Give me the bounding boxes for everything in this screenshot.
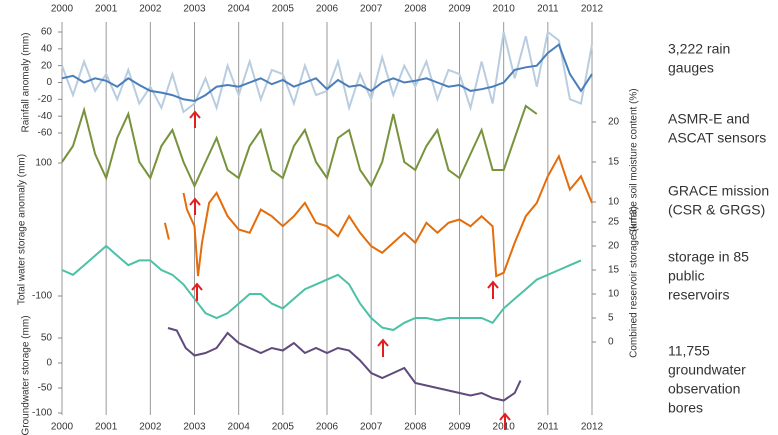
y-tick-label: 100	[35, 158, 52, 169]
x-tick-label: 2005	[272, 422, 295, 433]
line	[167, 327, 522, 402]
y-tick-label: -60	[38, 128, 53, 139]
y-tick-label: 0	[46, 358, 52, 369]
x-tick-label: 2012	[581, 422, 604, 433]
y-tick-label: -40	[38, 111, 53, 122]
x-tick-label: 2009	[448, 422, 471, 433]
annotation: observation	[668, 381, 740, 397]
arrow	[377, 338, 389, 357]
x-tick-label: 2003	[183, 4, 206, 15]
y-tick-label: 20	[608, 117, 620, 128]
y-tick-label: 5	[608, 313, 614, 324]
arrow	[189, 197, 201, 215]
x-tick-label: 2007	[360, 4, 383, 15]
annotation: gauges	[668, 60, 714, 76]
line	[61, 30, 593, 114]
annotation: ASMR-E and	[668, 111, 750, 127]
y-tick-label: 40	[41, 43, 53, 54]
y-tick-label: 50	[41, 333, 53, 344]
x-tick-label: 2003	[183, 422, 206, 433]
annotation: 3,222 rain	[668, 41, 730, 57]
arrows	[189, 110, 511, 430]
x-tick-label: 2004	[228, 4, 251, 15]
x-tick-label: 2012	[581, 4, 604, 15]
y-tick-label: 0	[608, 337, 614, 348]
x-tick-label: 2011	[537, 4, 559, 15]
annotation: 11,755	[668, 343, 710, 359]
x-tick-label: 2004	[228, 422, 251, 433]
x-tick-label: 2011	[537, 422, 559, 433]
line	[61, 244, 582, 332]
line	[61, 104, 538, 189]
x-tick-label: 2001	[95, 4, 118, 15]
line	[163, 153, 593, 278]
x-tick-label: 2006	[316, 422, 339, 433]
arrow	[191, 282, 203, 301]
y-tick-label: 20	[41, 60, 53, 71]
arrow	[499, 412, 511, 430]
y-axis-label: Combined reservoir storage (km3)	[629, 206, 640, 358]
y-tick-label: -50	[38, 383, 53, 394]
y-tick-label: 25	[608, 217, 620, 228]
annotation: public	[668, 268, 705, 284]
annotation: GRACE mission	[668, 183, 769, 199]
x-tick-label: 2000	[51, 4, 74, 15]
y-tick-label: 20	[608, 241, 620, 252]
y-tick-label: 60	[41, 27, 53, 38]
x-tick-label: 2009	[448, 4, 471, 15]
x-tick-label: 2005	[272, 4, 295, 15]
x-tick-label: 2010	[493, 422, 516, 433]
y-axis-label: Rainfall anomaly (mm)	[21, 32, 32, 132]
x-tick-label: 2008	[404, 422, 427, 433]
x-tick-label: 2001	[95, 422, 118, 433]
y-tick-label: 15	[608, 265, 620, 276]
annotation: groundwater	[668, 362, 746, 378]
y-tick-label: -100	[32, 408, 52, 419]
arrow	[487, 280, 499, 299]
y-tick-label: 10	[608, 197, 620, 208]
annotation: (CSR & GRGS)	[668, 202, 765, 218]
y-axis-label: Surface soil moisture content (%)	[629, 88, 640, 235]
annotation: storage in 85	[668, 249, 749, 265]
x-tick-label: 2008	[404, 4, 427, 15]
arrow	[189, 110, 201, 128]
x-tick-label: 2000	[51, 422, 74, 433]
y-axis-label: Groundwater storage (mm)	[21, 315, 32, 435]
annotation: ASCAT sensors	[668, 130, 766, 146]
annotation: bores	[668, 400, 703, 416]
y-tick-label: 15	[608, 157, 620, 168]
x-tick-label: 2002	[139, 422, 162, 433]
annotation: reservoirs	[668, 287, 729, 303]
y-tick-label: -100	[32, 291, 52, 302]
x-tick-label: 2010	[493, 4, 516, 15]
x-tick-label: 2006	[316, 4, 339, 15]
y-tick-label: 10	[608, 289, 620, 300]
y-tick-label: -20	[38, 94, 53, 105]
y-tick-label: 0	[46, 77, 52, 88]
x-tick-label: 2007	[360, 422, 383, 433]
x-tick-label: 2002	[139, 4, 162, 15]
line	[61, 42, 593, 103]
y-axis-label: Total water storage anomaly (mm)	[17, 154, 28, 305]
